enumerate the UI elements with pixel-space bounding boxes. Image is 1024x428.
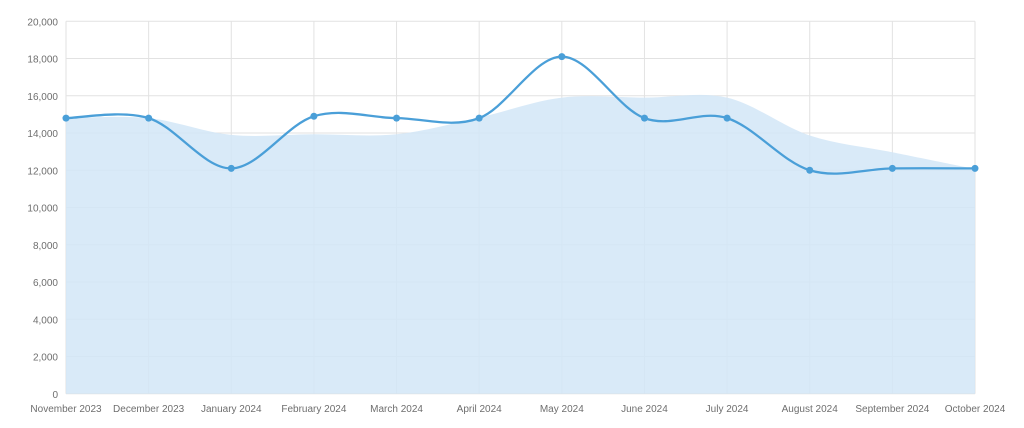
- svg-text:12,000: 12,000: [27, 166, 58, 177]
- svg-text:December 2023: December 2023: [113, 404, 185, 415]
- svg-text:20,000: 20,000: [27, 17, 58, 28]
- svg-text:16,000: 16,000: [27, 92, 58, 103]
- svg-text:January 2024: January 2024: [201, 404, 262, 415]
- svg-text:18,000: 18,000: [27, 55, 58, 66]
- svg-text:November 2023: November 2023: [30, 404, 102, 415]
- svg-text:2,000: 2,000: [33, 353, 58, 364]
- svg-text:February 2024: February 2024: [281, 404, 346, 415]
- svg-text:6,000: 6,000: [33, 278, 58, 289]
- svg-text:March 2024: March 2024: [370, 404, 423, 415]
- svg-text:June 2024: June 2024: [621, 404, 668, 415]
- svg-text:April 2024: April 2024: [457, 404, 502, 415]
- svg-text:8,000: 8,000: [33, 241, 58, 252]
- svg-text:10,000: 10,000: [27, 204, 58, 215]
- svg-text:4,000: 4,000: [33, 315, 58, 326]
- svg-text:0: 0: [52, 390, 58, 401]
- svg-text:May 2024: May 2024: [540, 404, 584, 415]
- svg-text:October 2024: October 2024: [945, 404, 1006, 415]
- svg-text:July 2024: July 2024: [706, 404, 749, 415]
- svg-text:August 2024: August 2024: [782, 404, 839, 415]
- svg-text:14,000: 14,000: [27, 129, 58, 140]
- svg-text:September 2024: September 2024: [855, 404, 929, 415]
